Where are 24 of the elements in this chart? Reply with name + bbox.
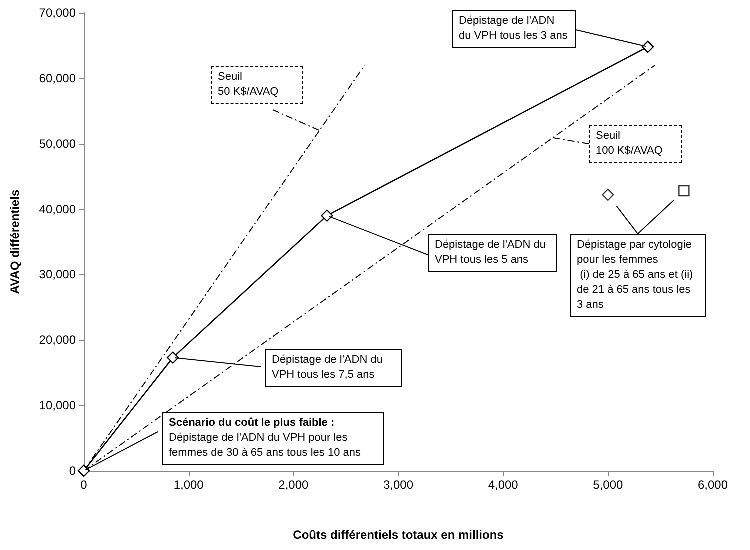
x-tick-label: 2,000: [278, 478, 310, 492]
y-tick-label: 10,000: [39, 398, 76, 413]
annotation: Seuil 50 K$/AVAQ: [211, 66, 303, 104]
x-tick-label: 6,000: [698, 478, 728, 492]
y-tick-label: 50,000: [39, 136, 76, 151]
y-tick-label: 60,000: [39, 71, 76, 86]
y-axis-title: AVAQ différentiels: [8, 190, 22, 294]
x-tick-label: 0: [80, 478, 88, 492]
x-tick-label: 4,000: [488, 478, 519, 492]
annotation: Dépistage de l'ADN du VPH tous les 3 ans: [452, 10, 576, 48]
y-tick-label: 20,000: [39, 333, 76, 348]
y-tick-label: 0: [69, 464, 76, 478]
annotation: Dépistage de l'ADN du VPH tous les 5 ans: [428, 234, 557, 272]
x-tick-label: 3,000: [383, 478, 414, 492]
annotation: Dépistage de l'ADN du VPH tous les 7,5 ans: [265, 349, 402, 387]
annotation: Dépistage par cytologie pour les femmes (i) de 25 à 65 ans et (ii) de 21 à 65 ans tous les 3 ans: [570, 234, 706, 317]
x-tick-label: 5,000: [593, 478, 624, 492]
x-tick-label: 1,000: [174, 478, 204, 492]
annotation: Scénario du coût le plus faible : Dépistage de l'ADN du VPH pour les femmes de 30 à 65 ans tous les 10 ans: [162, 412, 384, 465]
x-axis-title: Coûts différentiels totaux en millions: [293, 528, 504, 542]
y-tick-label: 40,000: [39, 202, 76, 216]
y-tick-label: 30,000: [39, 268, 76, 282]
annotation: Seuil 100 K$/AVAQ: [589, 125, 682, 163]
y-tick-label: 70,000: [39, 6, 76, 20]
